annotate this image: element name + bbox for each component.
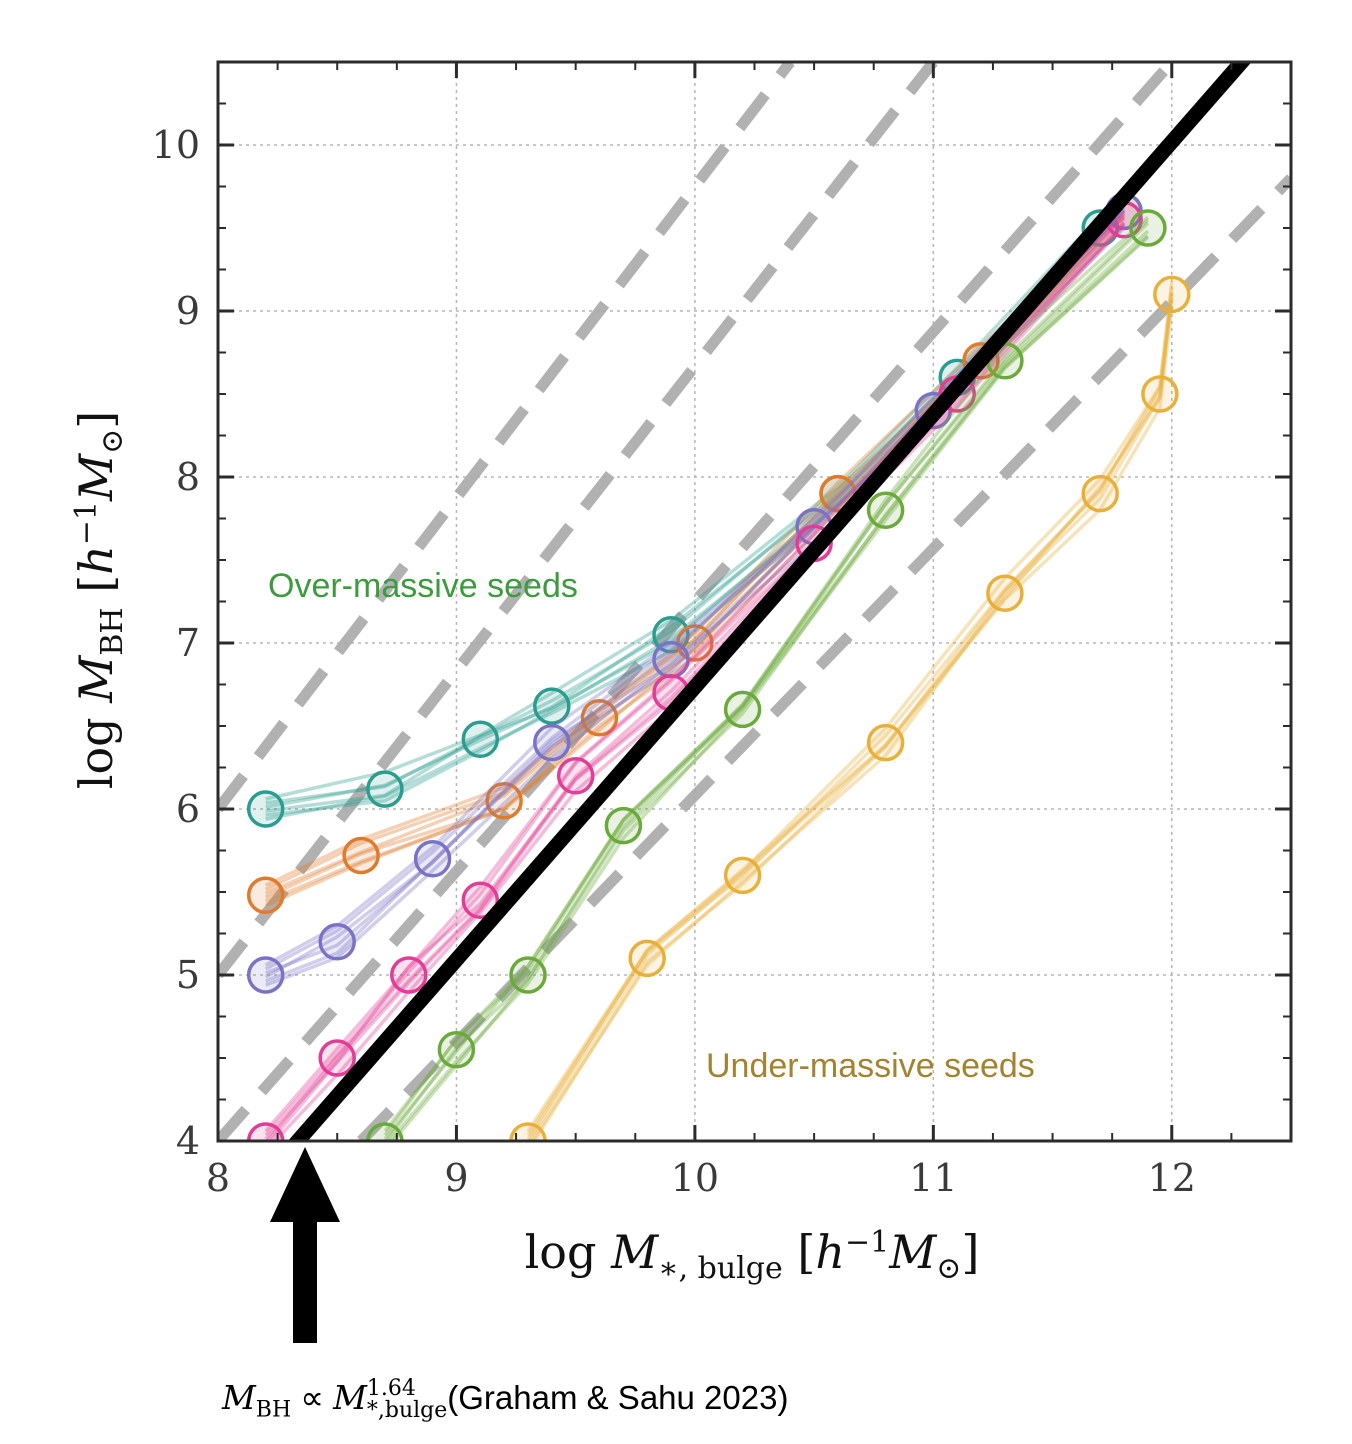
y-tick-label-6: 10 <box>152 123 200 167</box>
reference-relation-line <box>287 62 1252 1141</box>
series-1-point-1 <box>342 836 380 875</box>
tick-labels: 8 9 10 11 12 4 5 6 7 8 9 10 <box>152 123 1196 1200</box>
series-0-track-5 <box>265 242 1102 821</box>
series-5-track-5 <box>532 307 1174 1141</box>
x-tick-label-3: 11 <box>909 1156 957 1200</box>
series-0-point-3 <box>533 687 571 725</box>
series-5-point-2 <box>723 856 762 895</box>
ticks <box>216 62 1291 1143</box>
offset-line-0 <box>218 62 795 813</box>
series-2-point-0 <box>246 956 285 994</box>
series-3-track-0 <box>264 212 1126 1133</box>
series-4-track-0 <box>383 216 1150 1133</box>
series-0-track-2 <box>265 230 1102 809</box>
x-axis-label: log M∗, bulge [h−1M⊙] <box>525 1225 980 1286</box>
series-3-point-2 <box>390 956 428 994</box>
series-3-point-4 <box>556 757 595 795</box>
series-3-track-5 <box>272 223 1126 1141</box>
y-tick-label-0: 4 <box>176 1119 200 1163</box>
series-1-point-3 <box>580 698 619 737</box>
series-5-point-5 <box>1081 474 1119 513</box>
caption-mstar-sub: *,bulge <box>366 1398 448 1424</box>
series-5-point-3 <box>866 723 905 762</box>
x-tick-label-4: 12 <box>1148 1156 1196 1200</box>
x-tick-label-0: 8 <box>206 1156 230 1200</box>
series-4-point-4 <box>723 690 762 729</box>
x-tick-label-1: 9 <box>444 1156 468 1200</box>
offset-lines <box>218 62 1291 1141</box>
y-tick-label-3: 7 <box>176 621 200 665</box>
series-5-point-6 <box>1141 375 1179 413</box>
offset-line-3 <box>357 174 1291 1141</box>
annotation-over-massive: Over-massive seeds <box>268 567 578 605</box>
series-0-point-0 <box>246 790 285 828</box>
series-5-point-1 <box>628 939 666 978</box>
series-3-point-0 <box>246 1122 285 1141</box>
y-tick-label-5: 9 <box>176 289 200 333</box>
series-2-point-1 <box>318 923 356 961</box>
series-4-track-1 <box>383 218 1150 1137</box>
series-3-point-3 <box>461 881 500 920</box>
series-5-point-7 <box>1153 275 1191 314</box>
series-2-track-0 <box>264 202 1126 967</box>
caption-mstar: M <box>333 1378 367 1417</box>
annotation-under-massive: Under-massive seeds <box>706 1047 1035 1085</box>
series-5-track-1 <box>526 286 1174 1136</box>
series-5-point-0 <box>509 1122 547 1141</box>
series-3-point-1 <box>318 1039 356 1077</box>
series-4-point-0 <box>366 1122 404 1141</box>
y-tick-label-2: 6 <box>176 787 200 831</box>
x-tick-label-2: 10 <box>671 1156 719 1200</box>
series-4-track-3 <box>384 234 1150 1141</box>
arrow-up-icon <box>270 1147 340 1343</box>
series-4-track-4 <box>387 235 1150 1141</box>
series-4-track-5 <box>390 229 1150 1141</box>
series-0-track-4 <box>265 227 1102 817</box>
series-0-point-2 <box>461 720 500 759</box>
relation-caption: MBH ∝ M 1.64 *,bulge (Graham & Sahu 2023) <box>222 1378 788 1423</box>
series-4 <box>366 209 1167 1141</box>
series-2-track-2 <box>265 202 1126 975</box>
series-0 <box>246 209 1119 828</box>
series-2-point-3 <box>533 723 571 762</box>
series-4-point-3 <box>604 806 643 845</box>
grid-lines <box>218 62 1291 1141</box>
caption-prop: ∝ <box>291 1379 334 1416</box>
caption-citation: (Graham & Sahu 2023) <box>447 1379 789 1416</box>
y-axis-label: log MBH [h−1M⊙] <box>69 411 130 789</box>
series-4-point-7 <box>1129 209 1167 247</box>
series-0-point-1 <box>366 770 404 808</box>
series-4-point-1 <box>437 1030 476 1069</box>
series-1-point-0 <box>246 876 285 915</box>
y-tick-label-1: 5 <box>176 953 200 997</box>
series-1-point-2 <box>485 781 523 820</box>
caption-exponent: 1.64 <box>366 1376 416 1402</box>
y-tick-label-4: 8 <box>176 455 200 499</box>
caption-mbh: M <box>222 1378 256 1417</box>
series-4-point-2 <box>509 956 547 994</box>
series-0-track-3 <box>265 229 1102 813</box>
series-4-point-5 <box>866 491 905 529</box>
series-5-point-4 <box>986 574 1024 612</box>
series-2-point-2 <box>413 840 452 878</box>
series-1-track-0 <box>264 205 1126 887</box>
series-0-track-0 <box>265 214 1102 801</box>
series-5 <box>509 275 1191 1141</box>
caption-mbh-sub: BH <box>255 1397 292 1423</box>
series-5-track-2 <box>526 292 1174 1140</box>
offset-line-2 <box>218 62 1176 1141</box>
series-5-track-0 <box>526 280 1174 1132</box>
